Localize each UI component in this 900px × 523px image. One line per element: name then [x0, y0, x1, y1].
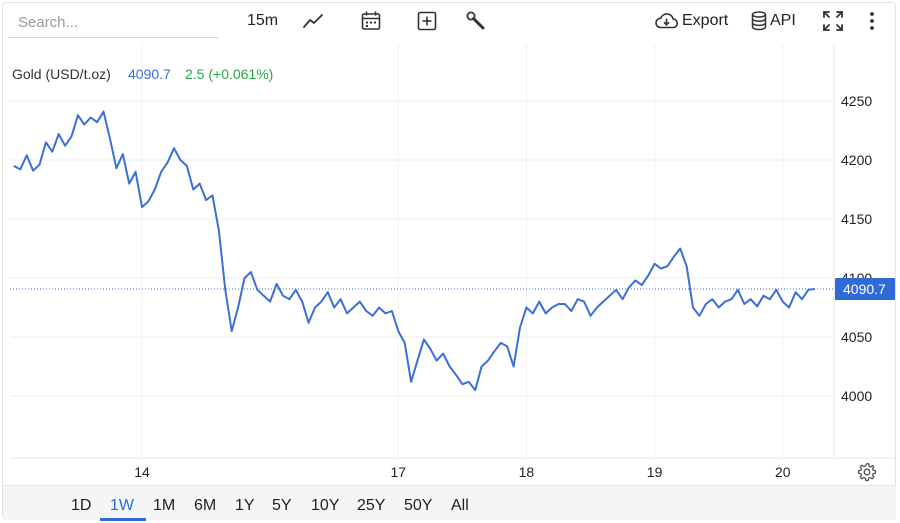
y-axis-tick-label: 4250: [841, 93, 872, 109]
toolbar: 15m Export API: [0, 0, 900, 44]
range-option-6m[interactable]: 6M: [194, 497, 217, 514]
legend-instrument-name: Gold (USD/t.oz): [12, 66, 111, 82]
search-input[interactable]: [8, 8, 218, 38]
range-selector-bar: [3, 485, 896, 520]
calendar-icon: [360, 10, 382, 32]
x-axis-tick-label: 14: [134, 464, 150, 480]
range-option-50y[interactable]: 50Y: [404, 497, 433, 514]
x-axis-tick-label: 18: [519, 464, 535, 480]
database-icon: [749, 10, 769, 32]
last-price-label: 4090.7: [843, 281, 886, 297]
x-axis-tick-label: 20: [775, 464, 791, 480]
x-axis-tick-label: 17: [391, 464, 407, 480]
date-range-button[interactable]: [360, 8, 382, 34]
range-option-1w[interactable]: 1W: [110, 497, 134, 514]
line-chart-icon: [302, 11, 324, 31]
y-axis-tick-label: 4200: [841, 152, 872, 168]
range-option-1y[interactable]: 1Y: [235, 497, 255, 514]
api-label: API: [770, 12, 796, 29]
more-button[interactable]: [862, 8, 882, 34]
api-button[interactable]: API: [749, 8, 796, 34]
settings-tools-button[interactable]: [465, 8, 487, 34]
range-option-25y[interactable]: 25Y: [357, 497, 386, 514]
x-axis-tick-label: 19: [647, 464, 663, 480]
range-option-5y[interactable]: 5Y: [272, 497, 292, 514]
range-option-all[interactable]: All: [451, 497, 469, 514]
more-vert-icon: [862, 10, 882, 32]
wrench-icon: [465, 10, 487, 32]
cloud-download-icon: [654, 11, 679, 31]
legend-last-price: 4090.7: [128, 66, 171, 82]
active-range-indicator: [100, 518, 146, 521]
legend-change: 2.5 (+0.061%): [185, 66, 273, 82]
chart-settings-button[interactable]: [857, 462, 877, 487]
y-axis-tick-label: 4000: [841, 388, 872, 404]
y-axis-tick-label: 4050: [841, 329, 872, 345]
fullscreen-button[interactable]: [822, 8, 844, 34]
price-series-line: [13, 110, 815, 392]
add-box-icon: [416, 10, 438, 32]
gear-icon: [857, 462, 877, 482]
y-axis-tick-label: 4150: [841, 211, 872, 227]
fullscreen-icon: [822, 10, 844, 32]
range-option-1m[interactable]: 1M: [153, 497, 176, 514]
export-label: Export: [682, 12, 729, 29]
export-button[interactable]: Export: [654, 8, 728, 34]
interval-selector[interactable]: 15m: [247, 8, 278, 34]
range-option-1d[interactable]: 1D: [71, 497, 92, 514]
interval-label: 15m: [247, 12, 279, 29]
range-option-10y[interactable]: 10Y: [311, 497, 340, 514]
chart-type-button[interactable]: [302, 8, 324, 34]
add-indicator-button[interactable]: [416, 8, 438, 34]
last-price-label-bg: [835, 277, 895, 300]
